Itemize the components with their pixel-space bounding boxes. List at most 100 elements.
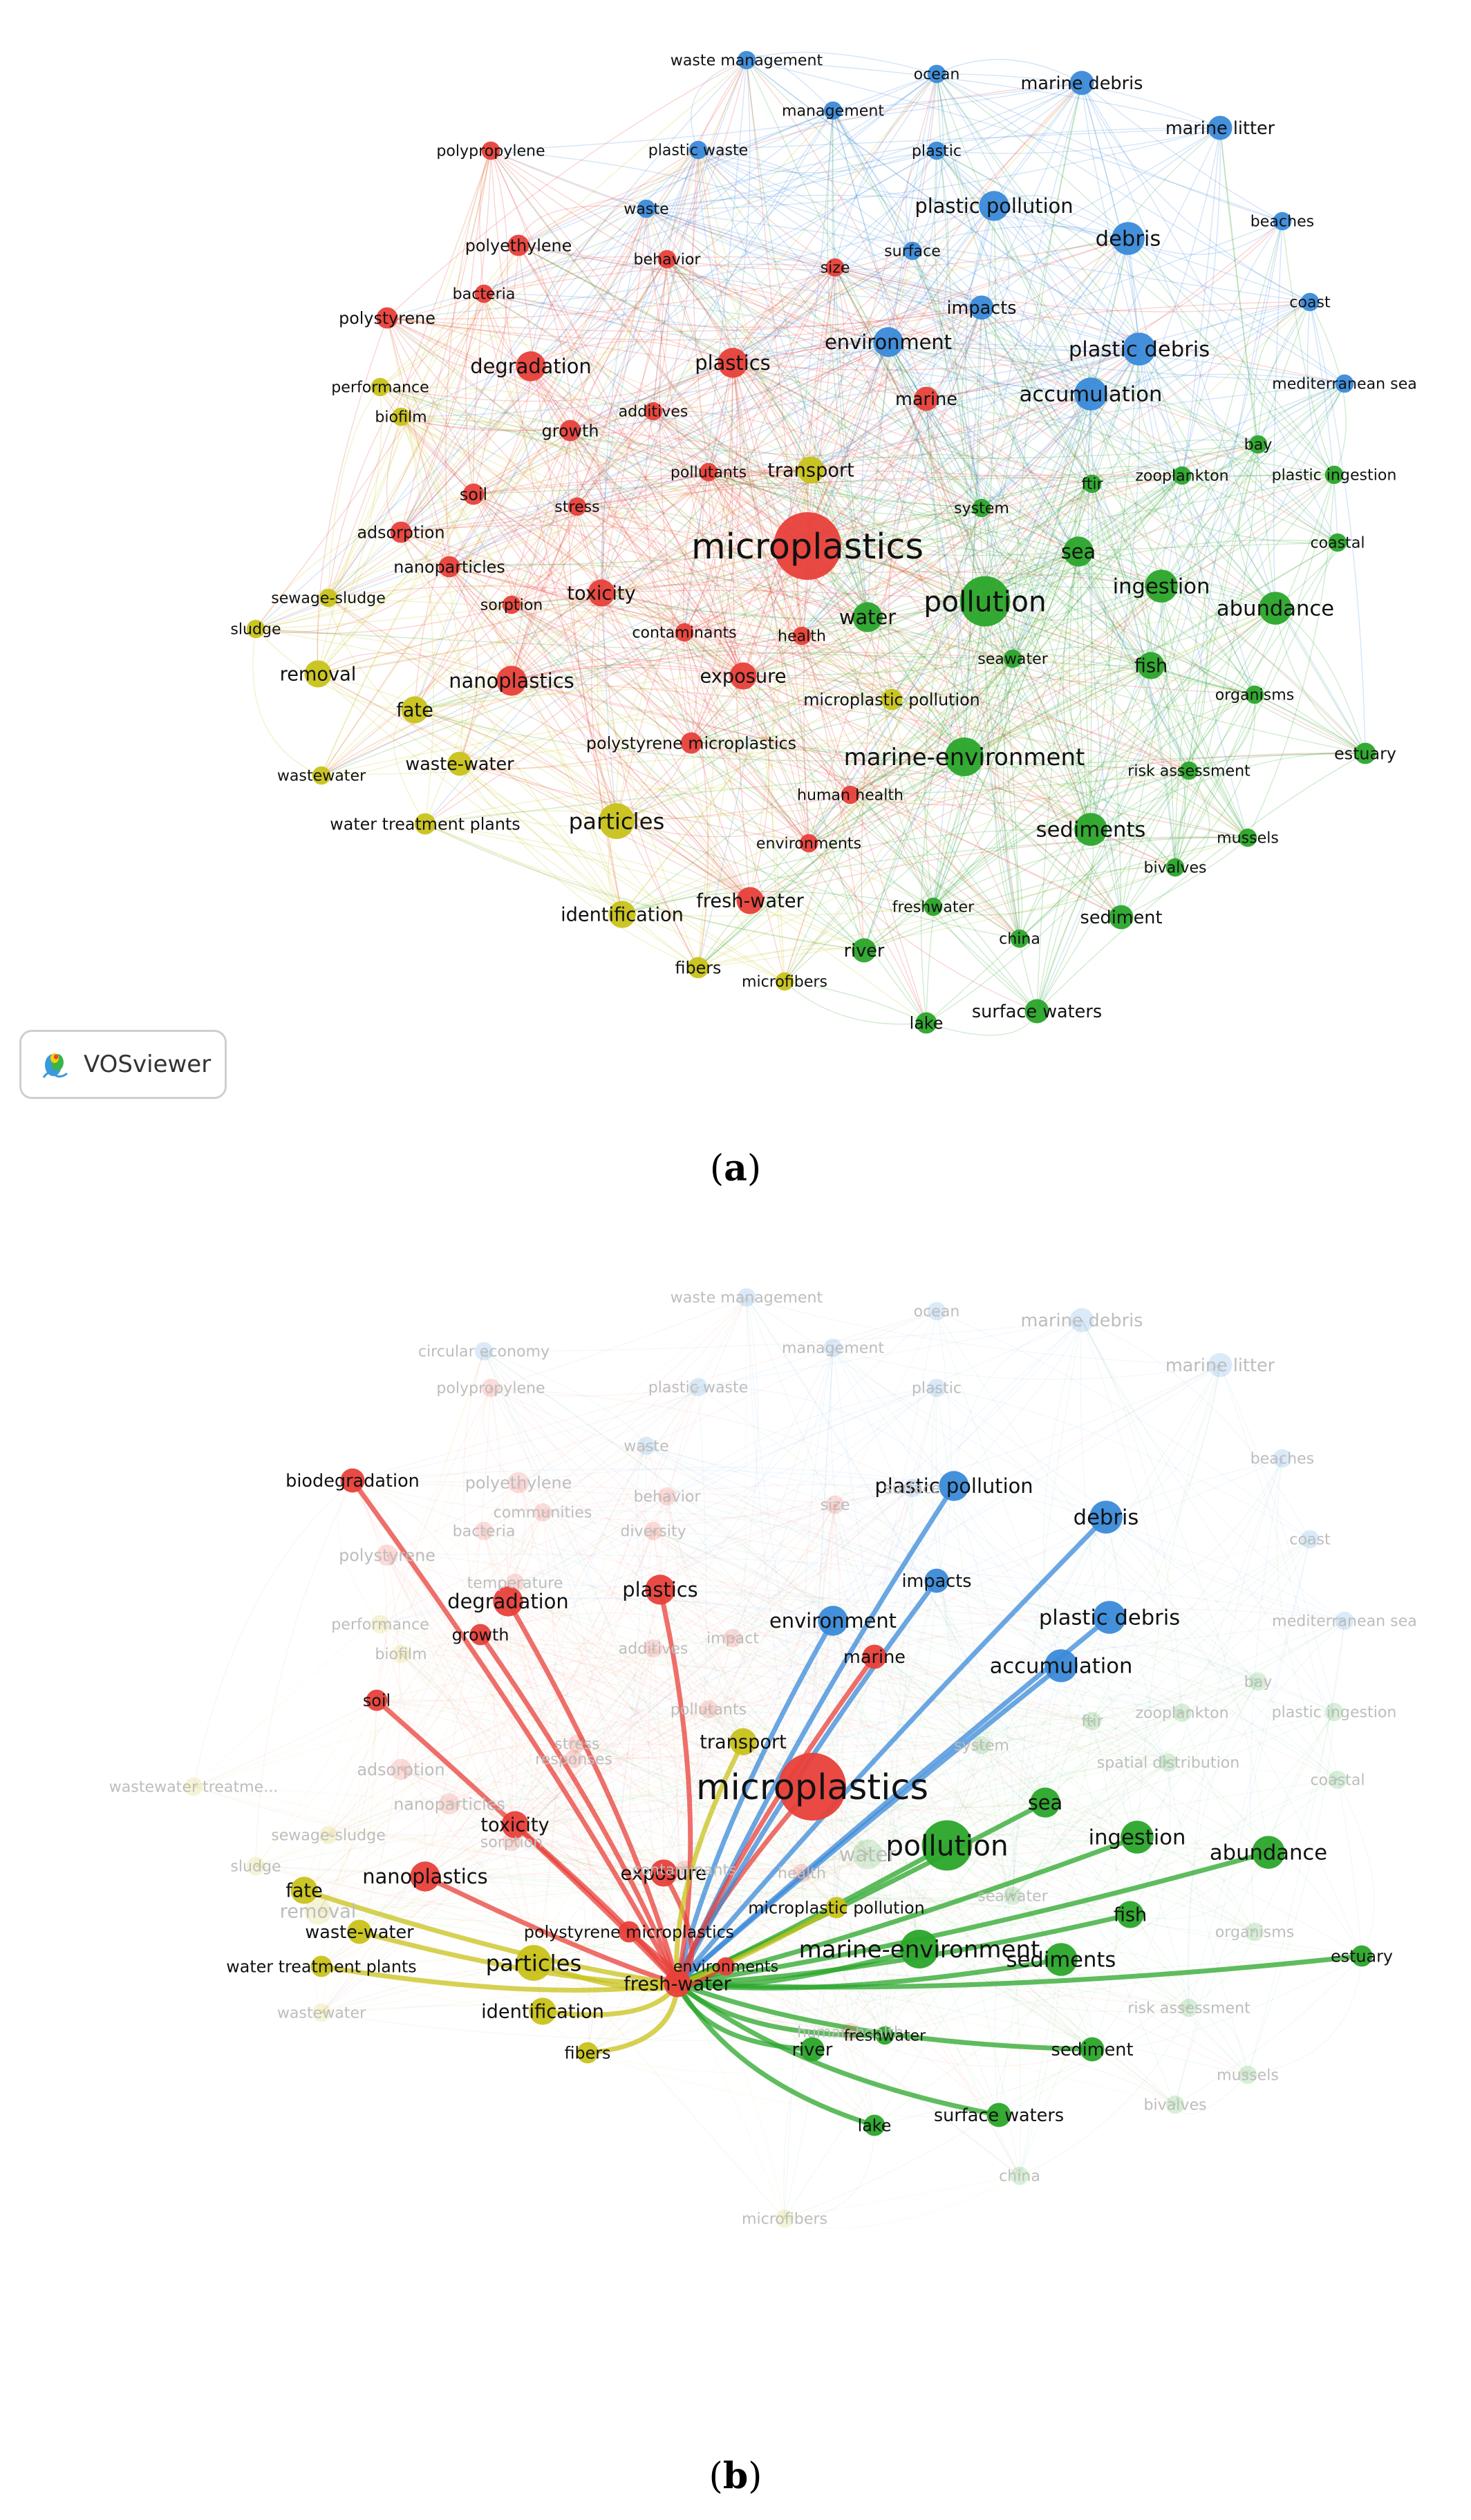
node-lake[interactable] — [863, 2114, 886, 2136]
node-surface-waters[interactable] — [1024, 999, 1049, 1024]
node-risk-assessment[interactable] — [1179, 761, 1199, 780]
node-mediterranean-sea[interactable] — [1335, 374, 1354, 393]
node-size[interactable] — [825, 1495, 845, 1514]
node-nanoparticles[interactable] — [438, 1793, 460, 1815]
node-sorption[interactable] — [502, 595, 521, 614]
node-soil[interactable] — [462, 483, 485, 505]
node-polystyrene-microplastics[interactable] — [680, 732, 702, 754]
node-bay[interactable] — [1248, 1672, 1268, 1691]
node-ingestion[interactable] — [1145, 570, 1178, 603]
node-toxicity[interactable] — [588, 579, 615, 607]
node-transport[interactable] — [729, 1728, 757, 1756]
node-fibers[interactable] — [577, 2042, 599, 2064]
node-accumulation[interactable] — [1074, 377, 1107, 411]
node-china[interactable] — [1010, 2166, 1029, 2185]
node-plastic-waste[interactable] — [688, 1377, 708, 1397]
node-impacts[interactable] — [969, 295, 994, 320]
node-additives[interactable] — [644, 402, 663, 421]
node-waste-water[interactable] — [447, 751, 472, 776]
node-ftir[interactable] — [1083, 1711, 1102, 1731]
node-behavior[interactable] — [657, 1487, 677, 1506]
node-human-health[interactable] — [841, 2022, 860, 2042]
node-surface[interactable] — [903, 241, 922, 261]
node-plastic[interactable] — [927, 1378, 946, 1398]
node-microplastics[interactable] — [778, 1753, 846, 1821]
node-biodegradation[interactable] — [340, 1468, 365, 1493]
node-debris[interactable] — [1112, 222, 1145, 255]
node-sludge[interactable] — [246, 619, 265, 639]
node-plastic-ingestion[interactable] — [1324, 465, 1344, 485]
node-plastics[interactable] — [718, 348, 748, 378]
node-microfibers[interactable] — [775, 972, 794, 991]
node-plastic[interactable] — [927, 141, 946, 160]
node-polystyrene[interactable] — [376, 1544, 398, 1566]
node-fresh-water[interactable] — [664, 1970, 691, 1997]
node-sea[interactable] — [1030, 1787, 1060, 1818]
node-particles[interactable] — [516, 1945, 552, 1981]
node-water[interactable] — [852, 602, 883, 632]
node-circular-economy[interactable] — [474, 1342, 494, 1361]
node-plastic-debris[interactable] — [1123, 332, 1156, 366]
node-sediments[interactable] — [1074, 813, 1107, 846]
node-polystyrene-microplastics[interactable] — [618, 1921, 640, 1943]
node-fish[interactable] — [1137, 652, 1165, 679]
node-estuary[interactable] — [1354, 742, 1376, 764]
node-sediment[interactable] — [1080, 2037, 1105, 2062]
node-sludge[interactable] — [246, 1856, 265, 1876]
node-plastics[interactable] — [645, 1574, 675, 1605]
node-marine-litter[interactable] — [1208, 1353, 1233, 1377]
node-removal[interactable] — [304, 1897, 332, 1925]
node-behavior[interactable] — [657, 250, 677, 269]
node-temperature[interactable] — [505, 1573, 525, 1592]
node-plastic-pollution[interactable] — [939, 1471, 969, 1501]
node-plastic-debris[interactable] — [1093, 1601, 1126, 1634]
node-ftir[interactable] — [1083, 474, 1102, 493]
node-sorption[interactable] — [502, 1832, 521, 1852]
node-river[interactable] — [852, 938, 877, 963]
node-exposure[interactable] — [650, 1859, 677, 1887]
node-ingestion[interactable] — [1121, 1821, 1154, 1854]
node-human-health[interactable] — [841, 785, 860, 805]
node-environments[interactable] — [716, 1957, 736, 1976]
node-plastic-ingestion[interactable] — [1324, 1702, 1344, 1722]
node-contaminants[interactable] — [675, 623, 694, 642]
node-water-treatment-plants[interactable] — [310, 1955, 332, 1977]
node-contaminants[interactable] — [675, 1860, 694, 1879]
node-marine-litter[interactable] — [1208, 115, 1233, 140]
network-map-a[interactable]: microplasticspollutionmarine-environment… — [0, 0, 1471, 1147]
node-marine-debris[interactable] — [1069, 1308, 1094, 1333]
node-degradation[interactable] — [493, 1586, 523, 1617]
node-soil[interactable] — [366, 1689, 388, 1711]
node-impact[interactable] — [723, 1628, 742, 1648]
node-marine-environment[interactable] — [900, 1930, 939, 1968]
node-management[interactable] — [823, 101, 843, 120]
node-plastic-pollution[interactable] — [979, 191, 1009, 221]
node-polyethylene[interactable] — [507, 1471, 530, 1494]
node-nanoparticles[interactable] — [438, 556, 460, 578]
node-seawater[interactable] — [1003, 649, 1022, 668]
node-abundance[interactable] — [1252, 1836, 1285, 1869]
node-degradation[interactable] — [516, 351, 546, 382]
node-adsorption[interactable] — [390, 521, 412, 543]
node-sea[interactable] — [1063, 536, 1094, 567]
node-water[interactable] — [852, 1839, 883, 1870]
node-surface-waters[interactable] — [986, 2103, 1011, 2127]
node-responses[interactable] — [564, 1749, 583, 1769]
node-fate[interactable] — [290, 1877, 318, 1904]
node-wastewater[interactable] — [312, 2003, 331, 2022]
node-performance[interactable] — [371, 1615, 390, 1634]
node-adsorption[interactable] — [390, 1758, 412, 1780]
node-removal[interactable] — [304, 660, 332, 688]
node-identification[interactable] — [608, 901, 636, 928]
node-surface[interactable] — [903, 1478, 922, 1498]
node-microfibers[interactable] — [775, 2209, 794, 2228]
node-system[interactable] — [972, 498, 991, 518]
node-microplastic-pollution[interactable] — [881, 688, 903, 711]
node-performance[interactable] — [371, 377, 390, 397]
node-lake[interactable] — [915, 1012, 937, 1034]
node-beaches[interactable] — [1273, 1449, 1292, 1468]
node-water-treatment-plants[interactable] — [414, 813, 436, 835]
node-zooplankton[interactable] — [1172, 466, 1192, 485]
node-biofilm[interactable] — [391, 1644, 411, 1664]
node-mussels[interactable] — [1238, 828, 1257, 847]
